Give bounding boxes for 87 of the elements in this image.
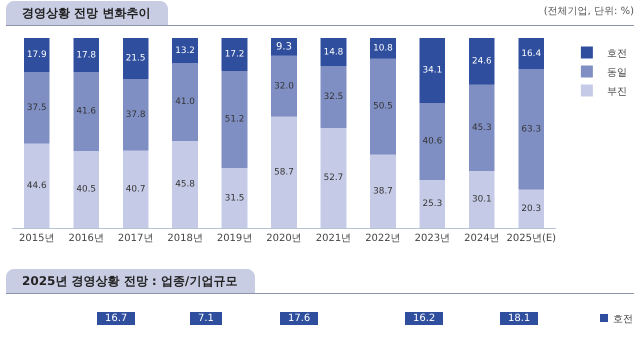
x-tick-label: 2022년 bbox=[365, 233, 401, 244]
data-label: 32.5 bbox=[324, 92, 344, 102]
x-tick-label: 2017년 bbox=[118, 233, 154, 244]
x-tick-label: 2023년 bbox=[414, 233, 450, 244]
x-tick-label: 2025년(E) bbox=[506, 233, 556, 244]
data-label: 41.6 bbox=[76, 106, 96, 117]
bar bbox=[24, 72, 50, 144]
text: 18.1 bbox=[500, 312, 538, 325]
data-label: 25.3 bbox=[422, 199, 442, 210]
bar bbox=[222, 168, 248, 228]
bar bbox=[420, 180, 446, 228]
bar bbox=[172, 63, 198, 141]
bar bbox=[320, 66, 346, 128]
bar bbox=[172, 140, 198, 228]
data-label: 63.3 bbox=[521, 124, 542, 135]
data-label: 45.3 bbox=[472, 122, 492, 133]
text: 7.1 bbox=[190, 312, 222, 325]
bar bbox=[172, 38, 198, 64]
x-tick-label: 2021년 bbox=[316, 233, 352, 244]
data-label: 45.8 bbox=[175, 180, 196, 190]
bar bbox=[468, 84, 495, 171]
bar bbox=[122, 78, 148, 151]
data-label: 50.5 bbox=[373, 102, 393, 112]
chart-title: 경영상황 전망 변화추이 bbox=[6, 1, 168, 25]
x-tick-label: 2019년 bbox=[216, 233, 252, 244]
bar bbox=[73, 38, 100, 72]
data-label: 30.1 bbox=[472, 194, 492, 205]
x-tick-label: 2015년 bbox=[19, 233, 54, 244]
bar bbox=[320, 128, 346, 228]
x-tick-label: 2020년 bbox=[266, 233, 302, 244]
bar bbox=[468, 38, 495, 85]
bar bbox=[518, 69, 544, 190]
bar bbox=[370, 154, 396, 228]
bar bbox=[518, 189, 544, 228]
text: 17.6 bbox=[280, 312, 318, 325]
data-label: 16.4 bbox=[521, 48, 542, 59]
data-label: 58.7 bbox=[274, 167, 294, 178]
x-tick-label: 2016년 bbox=[68, 233, 104, 244]
text: (전체기업, 단위: %) bbox=[544, 5, 634, 18]
text: 16.7 bbox=[97, 312, 136, 325]
legend-label: 동일 bbox=[606, 67, 627, 78]
legend-label: 호전 bbox=[606, 48, 627, 60]
bar bbox=[73, 151, 100, 228]
data-label: 52.7 bbox=[324, 173, 344, 184]
bar bbox=[122, 38, 148, 79]
data-label: 32.0 bbox=[274, 81, 294, 92]
x-tick-label: 2024년 bbox=[464, 233, 500, 244]
data-label: 24.6 bbox=[472, 56, 492, 67]
text: 2025년 경영상황 전망 : 업종/기업규모 bbox=[6, 269, 256, 293]
x-tick-label: 2018년 bbox=[167, 233, 203, 244]
data-label: 17.2 bbox=[224, 50, 244, 60]
data-label: 20.3 bbox=[521, 204, 542, 214]
data-label: 14.8 bbox=[324, 47, 344, 58]
data-label: 40.5 bbox=[76, 184, 96, 195]
bar bbox=[222, 70, 248, 168]
bar bbox=[24, 143, 50, 228]
data-label: 38.7 bbox=[373, 186, 393, 196]
bar bbox=[320, 38, 346, 66]
bar bbox=[271, 116, 297, 228]
text: 호전 bbox=[612, 313, 633, 326]
bar bbox=[222, 38, 248, 71]
data-label: 37.5 bbox=[26, 102, 47, 113]
bar bbox=[518, 38, 544, 70]
bar bbox=[122, 150, 148, 228]
text: 16.2 bbox=[405, 312, 444, 325]
data-label: 37.8 bbox=[126, 110, 146, 120]
bar bbox=[468, 170, 495, 228]
data-label: 40.7 bbox=[126, 184, 146, 195]
bar bbox=[420, 102, 446, 180]
data-label: 44.6 bbox=[26, 180, 47, 191]
bar bbox=[73, 72, 100, 152]
bar bbox=[370, 58, 396, 154]
bar bbox=[24, 38, 50, 72]
data-label: 17.9 bbox=[26, 50, 47, 60]
data-label: 31.5 bbox=[224, 193, 244, 204]
bar bbox=[420, 38, 446, 103]
bar bbox=[271, 56, 297, 116]
data-label: 13.2 bbox=[175, 46, 195, 56]
data-label: 9.3 bbox=[276, 41, 292, 52]
data-label: 34.1 bbox=[422, 66, 442, 76]
legend-label: 부진 bbox=[606, 86, 627, 98]
data-label: 41.0 bbox=[175, 97, 196, 108]
data-label: 10.8 bbox=[373, 43, 394, 54]
data-label: 40.6 bbox=[422, 136, 443, 147]
data-label: 17.8 bbox=[76, 50, 96, 60]
data-label: 21.5 bbox=[126, 54, 146, 64]
data-label: 51.2 bbox=[224, 114, 244, 125]
